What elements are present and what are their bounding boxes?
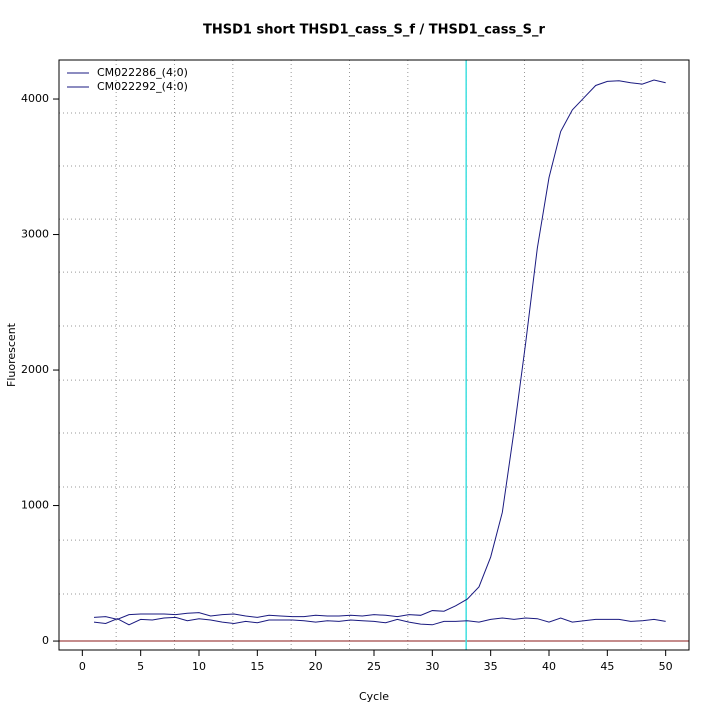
x-tick-label: 35 bbox=[484, 660, 498, 673]
plot-frame bbox=[58, 59, 690, 651]
y-tick-label: 1000 bbox=[21, 499, 49, 512]
x-tick-label: 40 bbox=[542, 660, 556, 673]
y-tick-label: 4000 bbox=[21, 92, 49, 105]
x-tick-label: 45 bbox=[600, 660, 614, 673]
x-tick-label: 30 bbox=[425, 660, 439, 673]
x-tick-label: 0 bbox=[79, 660, 86, 673]
legend-label: CM022292_(4:0) bbox=[97, 80, 188, 93]
legend-label: CM022286_(4:0) bbox=[97, 66, 188, 79]
series-line bbox=[93, 616, 666, 626]
x-tick-label: 50 bbox=[659, 660, 673, 673]
x-tick-label: 5 bbox=[137, 660, 144, 673]
x-tick-label: 25 bbox=[367, 660, 381, 673]
x-tick-label: 10 bbox=[192, 660, 206, 673]
x-tick-label: 15 bbox=[250, 660, 264, 673]
y-axis-label: Fluorescent bbox=[5, 322, 18, 387]
y-tick-label: 2000 bbox=[21, 363, 49, 376]
y-tick-label: 3000 bbox=[21, 228, 49, 241]
y-tick-label: 0 bbox=[42, 634, 49, 647]
x-axis-label: Cycle bbox=[359, 690, 389, 703]
series-line bbox=[93, 79, 666, 620]
x-tick-label: 20 bbox=[309, 660, 323, 673]
chart-title: THSD1 short THSD1_cass_S_f / THSD1_cass_… bbox=[203, 23, 546, 38]
